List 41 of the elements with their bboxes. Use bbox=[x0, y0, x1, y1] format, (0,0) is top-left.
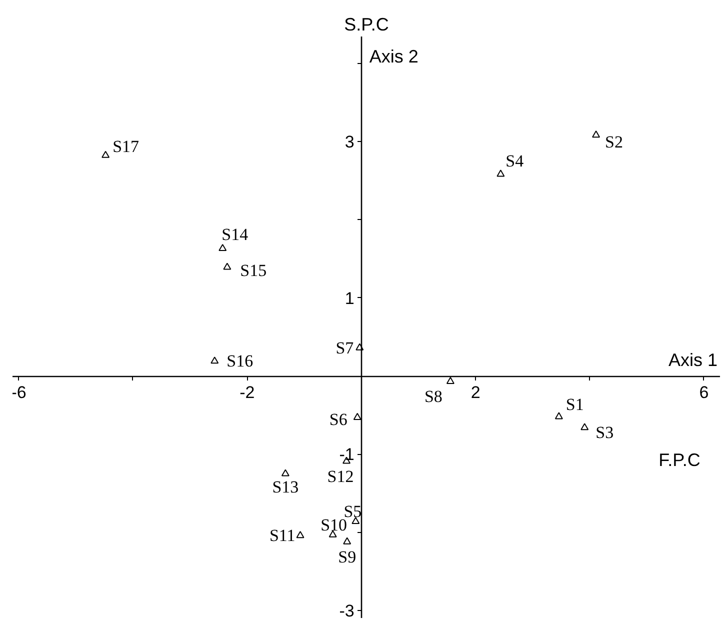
annotation: S1 bbox=[566, 395, 584, 414]
annotation: S8 bbox=[424, 386, 442, 406]
annotation: S7 bbox=[336, 338, 354, 358]
y-tick-label: -1 bbox=[339, 445, 354, 464]
point bbox=[446, 376, 454, 384]
point bbox=[210, 356, 219, 364]
point bbox=[218, 244, 227, 252]
annotation: Axis 2 bbox=[369, 46, 418, 66]
annotation: S12 bbox=[327, 466, 354, 486]
annotation: Axis 1 bbox=[668, 350, 718, 370]
point bbox=[592, 130, 600, 138]
point bbox=[580, 423, 589, 430]
annotation: S16 bbox=[226, 352, 254, 371]
x-axis-title: F.P.C bbox=[658, 450, 700, 470]
y-tick-label: 3 bbox=[344, 132, 354, 152]
point bbox=[296, 531, 304, 538]
annotation: S11 bbox=[269, 526, 296, 546]
annotation: S5 bbox=[344, 502, 362, 521]
point bbox=[356, 343, 364, 350]
annotation: S2 bbox=[605, 132, 623, 152]
point bbox=[102, 150, 110, 158]
annotation: S4 bbox=[506, 152, 524, 171]
point bbox=[281, 469, 290, 476]
point bbox=[343, 537, 352, 544]
annotation: S13 bbox=[272, 477, 299, 496]
x-tick-label: 6 bbox=[699, 383, 709, 402]
point bbox=[223, 262, 232, 270]
annotation: S14 bbox=[222, 224, 249, 244]
y-axis-title: S.P.C bbox=[344, 14, 389, 34]
point bbox=[353, 412, 362, 420]
x-tick-label: 2 bbox=[470, 383, 480, 402]
annotation: S3 bbox=[596, 423, 614, 442]
annotation: S6 bbox=[329, 410, 348, 429]
x-tick-label: -2 bbox=[240, 383, 255, 402]
y-tick-label: 1 bbox=[344, 288, 354, 308]
annotation: S15 bbox=[240, 260, 267, 280]
y-tick-label: -3 bbox=[339, 602, 354, 619]
annotation: S9 bbox=[338, 547, 356, 566]
annotation: S17 bbox=[112, 136, 140, 156]
point bbox=[496, 170, 505, 177]
point bbox=[554, 412, 563, 420]
